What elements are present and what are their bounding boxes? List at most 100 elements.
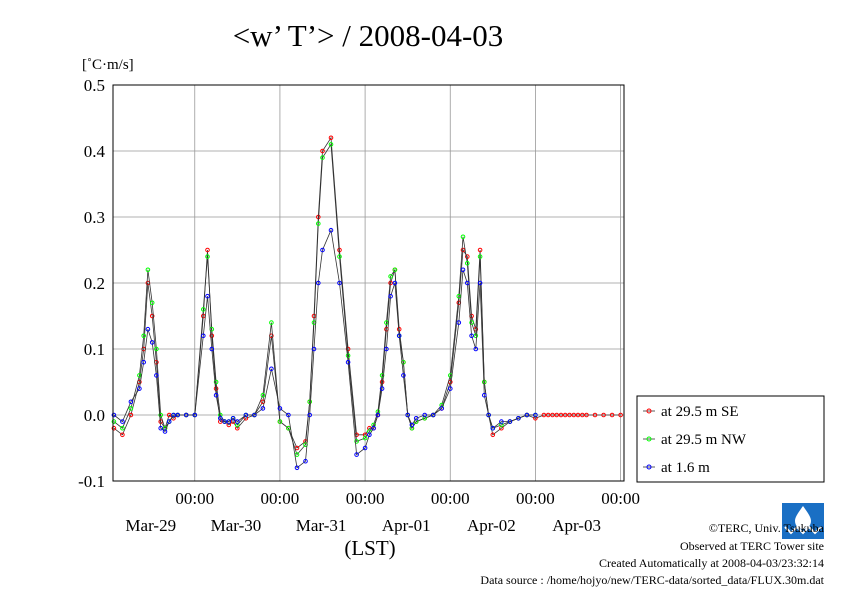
data-point	[601, 412, 606, 418]
x-tick-time-label: 00:00	[516, 489, 555, 508]
data-point	[149, 300, 155, 306]
x-tick-time-label: 00:00	[601, 489, 640, 508]
data-point	[213, 392, 219, 398]
x-day-label: Mar-31	[296, 516, 347, 535]
data-point	[145, 326, 151, 332]
data-point	[128, 406, 134, 411]
data-point	[541, 412, 547, 418]
legend-frame	[636, 395, 825, 483]
data-point	[405, 412, 411, 418]
y-tick-label: 0.2	[84, 274, 105, 293]
x-day-label: Apr-03	[552, 516, 601, 535]
data-point	[205, 247, 210, 253]
data-point	[388, 293, 393, 299]
legend-label: at 29.5 m NW	[661, 432, 747, 448]
y-tick-label: 0.1	[84, 340, 105, 359]
y-tick-label: 0.4	[84, 142, 106, 161]
data-point	[137, 386, 142, 391]
data-point	[345, 353, 351, 358]
data-point	[367, 432, 372, 438]
data-point	[379, 386, 385, 391]
data-point	[149, 313, 155, 319]
data-point	[477, 254, 483, 259]
data-point	[345, 359, 351, 365]
data-point	[171, 412, 176, 418]
data-point	[235, 419, 240, 424]
data-point	[554, 412, 560, 418]
data-point	[141, 359, 146, 365]
data-point	[243, 412, 249, 418]
data-point	[533, 412, 538, 418]
data-point	[120, 425, 125, 431]
legend-label: at 29.5 m SE	[661, 404, 739, 420]
observed-text: Observed at TERC Tower site	[679, 539, 824, 553]
data-point	[120, 419, 125, 424]
data-point	[430, 412, 436, 418]
data-point	[396, 333, 402, 339]
x-day-label: Mar-29	[125, 516, 176, 535]
data-point	[303, 458, 308, 464]
data-point	[384, 346, 389, 352]
x-day-label: Mar-30	[211, 516, 262, 535]
data-point	[213, 386, 219, 391]
data-point	[392, 280, 398, 286]
data-point	[409, 422, 415, 428]
data-point	[354, 439, 359, 444]
created-text: Created Automatically at 2008-04-03/23:3…	[599, 556, 824, 570]
data-point	[311, 346, 317, 352]
grid	[113, 84, 624, 482]
data-point	[226, 419, 232, 424]
data-point	[277, 406, 283, 411]
data-point	[571, 412, 577, 418]
data-point	[482, 392, 487, 398]
data-point	[269, 366, 274, 372]
legend-marker	[646, 436, 652, 442]
data-point	[111, 412, 117, 418]
data-point	[490, 432, 496, 438]
data-point	[575, 412, 581, 418]
data-point	[337, 280, 342, 286]
data-point	[388, 274, 393, 279]
data-point	[567, 412, 572, 418]
x-axis-label: (LST)	[344, 536, 395, 560]
data-point	[477, 280, 483, 286]
x-tick-time-label: 00:00	[175, 489, 214, 508]
data-point	[205, 293, 210, 299]
x-tick-time-label: 00:00	[346, 489, 385, 508]
data-point	[141, 333, 146, 339]
y-tick-label: 0.3	[84, 208, 105, 227]
data-point	[154, 373, 159, 378]
x-day-label: Apr-02	[467, 516, 516, 535]
data-point	[337, 254, 342, 259]
data-point	[499, 419, 504, 424]
data-point	[460, 234, 466, 240]
data-point	[218, 416, 223, 421]
data-point	[120, 432, 125, 438]
data-point	[201, 333, 206, 339]
data-point	[154, 346, 159, 352]
data-point	[465, 254, 470, 259]
data-point	[209, 346, 215, 352]
data-point	[286, 412, 291, 418]
legend-label: at 1.6 m	[661, 460, 710, 476]
data-point	[320, 247, 325, 253]
legend-marker	[646, 408, 652, 414]
data-point	[486, 412, 491, 418]
data-point	[392, 267, 398, 273]
data-point	[460, 267, 466, 273]
data-point	[362, 435, 368, 441]
data-point	[550, 412, 555, 418]
data-point	[562, 412, 568, 418]
data-point	[158, 425, 163, 431]
data-point	[183, 412, 189, 418]
y-tick-label: 0.0	[84, 406, 105, 425]
data-point	[328, 142, 334, 147]
data-point	[111, 419, 117, 424]
data-point	[448, 386, 453, 391]
data-point	[260, 392, 266, 398]
data-point	[269, 320, 274, 325]
data-point	[213, 379, 219, 385]
data-point	[166, 419, 172, 424]
data-point	[354, 452, 359, 457]
